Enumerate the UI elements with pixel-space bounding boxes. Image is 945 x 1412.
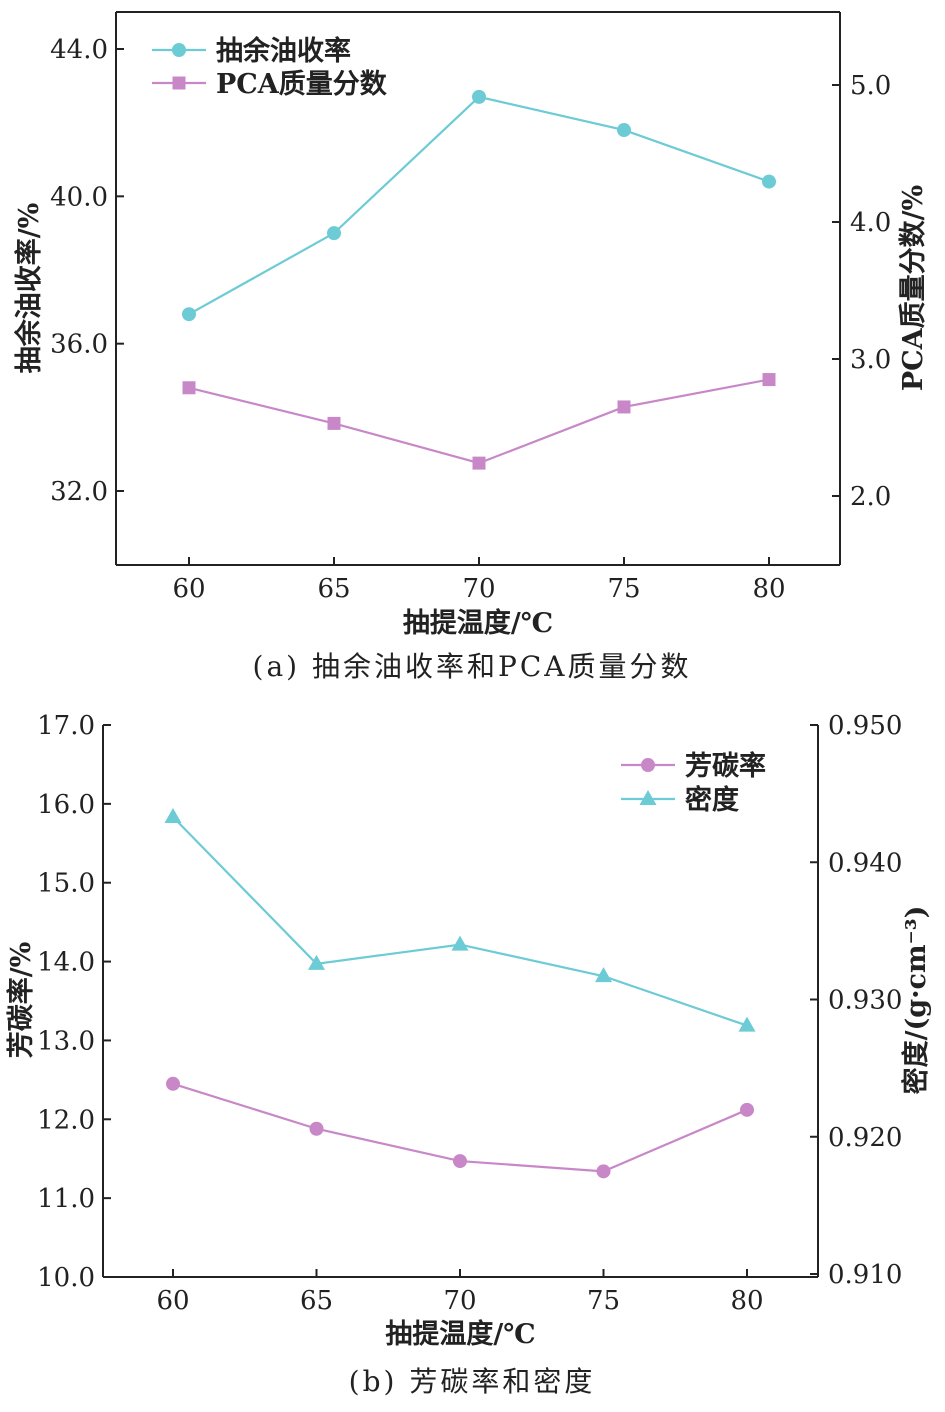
y-tick-label: 32.0 <box>50 477 108 507</box>
y2-tick-label: 0.920 <box>828 1123 902 1153</box>
data-point <box>472 89 486 104</box>
x-tick-label: 65 <box>300 1286 333 1316</box>
y2-tick-label: 3.0 <box>850 345 891 375</box>
y2-axis-label: 密度/(g·cm⁻³) <box>900 906 932 1095</box>
x-tick-label: 60 <box>172 574 205 604</box>
legend-marker <box>639 790 657 805</box>
legend-marker <box>172 43 186 57</box>
data-point <box>738 1016 756 1032</box>
data-point <box>166 1076 180 1091</box>
y-tick-label: 16.0 <box>37 790 95 820</box>
series-line <box>188 95 770 316</box>
data-point <box>327 226 341 241</box>
y-tick-label: 10.0 <box>37 1263 95 1293</box>
x-axis-label: 抽提温度/℃ <box>385 1318 535 1350</box>
data-point <box>453 1154 467 1169</box>
series-line <box>172 816 748 1027</box>
data-point <box>451 935 469 951</box>
y-tick-label: 13.0 <box>37 1026 95 1056</box>
figure-caption: (a) 抽余油收率和PCA质量分数 <box>253 650 692 683</box>
y-tick-label: 44.0 <box>50 35 108 65</box>
x-tick-label: 75 <box>607 574 640 604</box>
legend-label: 密度 <box>685 784 739 816</box>
y2-tick-label: 0.940 <box>828 848 902 878</box>
y-tick-label: 15.0 <box>37 869 95 899</box>
data-point <box>617 123 631 138</box>
x-tick-label: 80 <box>752 574 785 604</box>
data-point <box>595 967 612 983</box>
data-point <box>472 456 486 470</box>
x-tick-label: 60 <box>156 1286 189 1316</box>
figure-caption: (b) 芳碳率和密度 <box>349 1365 596 1398</box>
y-axis-label: 抽余油收率/% <box>13 203 45 374</box>
legend-label: PCA质量分数 <box>216 69 388 100</box>
y2-tick-label: 0.950 <box>828 711 902 741</box>
series-line <box>188 378 770 465</box>
y-tick-label: 17.0 <box>37 711 95 741</box>
x-tick-label: 80 <box>730 1286 763 1316</box>
x-tick-label: 75 <box>587 1286 620 1316</box>
y2-tick-label: 5.0 <box>850 71 891 101</box>
legend-label: 芳碳率 <box>685 750 766 782</box>
data-point <box>182 307 196 322</box>
y2-tick-label: 0.930 <box>828 986 902 1016</box>
x-tick-label: 70 <box>462 574 495 604</box>
y-tick-label: 11.0 <box>37 1184 95 1214</box>
y2-tick-label: 2.0 <box>850 482 891 512</box>
data-point <box>164 807 182 823</box>
x-axis-label: 抽提温度/℃ <box>403 607 553 639</box>
data-point <box>182 381 196 395</box>
data-point <box>596 1164 611 1179</box>
legend-marker <box>641 758 655 772</box>
y2-axis-label: PCA质量分数/% <box>898 185 929 391</box>
x-tick-label: 70 <box>443 1286 476 1316</box>
data-point <box>740 1102 754 1117</box>
y-tick-label: 40.0 <box>50 182 108 212</box>
y2-tick-label: 4.0 <box>850 208 891 238</box>
data-point <box>762 174 776 189</box>
y-axis-label: 芳碳率/% <box>5 942 37 1059</box>
legend-label: 抽余油收率 <box>216 35 351 67</box>
legend-marker <box>172 76 186 90</box>
data-point <box>308 954 325 970</box>
data-point <box>327 416 341 430</box>
y-tick-label: 36.0 <box>50 330 108 360</box>
y2-tick-label: 0.910 <box>828 1260 902 1290</box>
y-tick-label: 14.0 <box>37 948 95 978</box>
x-tick-label: 65 <box>317 574 350 604</box>
data-point <box>762 373 776 387</box>
data-point <box>309 1121 324 1136</box>
y-tick-label: 12.0 <box>37 1105 95 1135</box>
data-point <box>617 400 631 414</box>
